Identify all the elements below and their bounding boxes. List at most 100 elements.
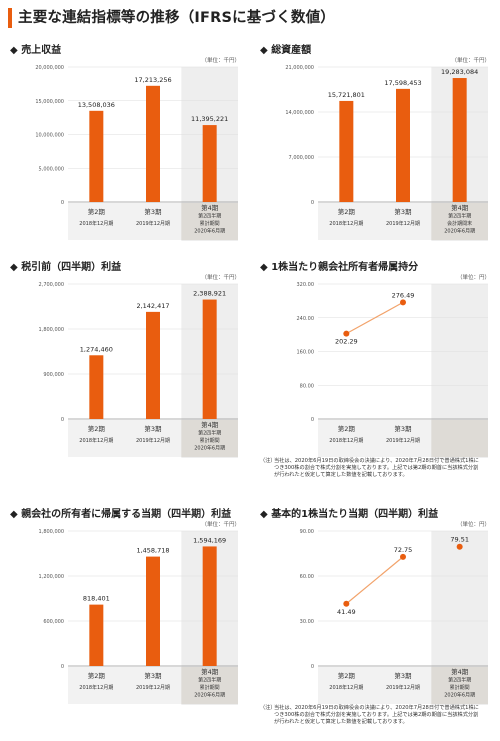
data-label: 17,598,453 (384, 79, 421, 87)
bar (146, 311, 160, 419)
category-band-highlight (181, 203, 238, 240)
eps-panel: ◆ 基本的1株当たり当期（四半期）利益 （単位：円） 0 30.00 60.00 90… (260, 505, 490, 741)
category-label: 第4期 (451, 667, 469, 676)
category-label: 2019年12月期 (136, 220, 170, 227)
y-tick-label: 900,000 (43, 372, 64, 378)
category-label: 第3期 (394, 424, 412, 433)
eps-note: （注） 当社は、2020年6月19日の取締役会の決議により、2020年7月28日… (260, 705, 480, 726)
data-point (343, 330, 350, 337)
title-accent-bar (8, 8, 12, 28)
category-label: 2020年6月期 (194, 228, 225, 235)
bar (396, 88, 410, 202)
y-tick-label: 2,700,000 (39, 282, 64, 288)
category-label: 2019年12月期 (386, 437, 420, 444)
y-tick-label: 160.00 (297, 350, 315, 356)
category-label: 第2期 (338, 424, 356, 433)
y-tick-label: 1,800,000 (39, 529, 64, 535)
data-label: 41.49 (337, 608, 356, 616)
category-label: 第4期 (201, 667, 219, 676)
category-label: 2019年12月期 (386, 220, 420, 227)
net-income-panel: ◆ 親会社の所有者に帰属する当期（四半期）利益 （単位：千円） 0 600,000… (10, 505, 240, 705)
y-tick-label: 20,000,000 (35, 65, 64, 71)
y-tick-label: 0 (311, 664, 314, 670)
category-label: 第3期 (144, 424, 162, 433)
eps-chart: 0 30.00 60.00 90.00 第2期 2018年12月期 第3期 2019年12月期… (300, 529, 488, 705)
bar (202, 546, 217, 666)
bullet-icon: ◆ (260, 509, 268, 520)
category-label: 累計期間 (200, 220, 220, 227)
category-label: 2018年12月期 (329, 684, 363, 691)
category-band-highlight (431, 203, 488, 240)
category-label: 第4期 (201, 420, 219, 429)
pretax-unit: （単位：千円） (201, 275, 240, 281)
category-label: 2018年12月期 (329, 437, 363, 444)
data-point (400, 299, 406, 306)
data-label: 1,458,718 (136, 547, 169, 555)
y-tick-label: 1,800,000 (39, 327, 64, 333)
category-band-highlight (181, 667, 238, 704)
y-tick-label: 90.00 (300, 529, 314, 535)
assets-chart: 0 7,000,000 14,000,000 21,000,000 第2期 2018年12… (285, 65, 488, 241)
data-label: 13,508,036 (78, 101, 115, 109)
category-label: 2019年12月期 (136, 684, 170, 691)
category-label: 2019年12月期 (136, 437, 170, 444)
category-label: 第2期 (88, 207, 106, 216)
category-label: 第2期 (338, 671, 356, 680)
bps-note: （注） 当社は、2020年6月19日の取締役会の決議により、2020年7月28日… (260, 458, 480, 479)
series-line (346, 301, 404, 335)
data-label: 19,283,084 (441, 68, 478, 76)
bullet-icon: ◆ (10, 262, 18, 273)
bullet-icon: ◆ (260, 262, 268, 273)
y-tick-label: 0 (311, 200, 314, 206)
y-tick-label: 1,200,000 (39, 574, 64, 580)
pretax-title-text: 税引前（四半期）利益 (21, 262, 122, 273)
category-label: 累計期間 (200, 684, 220, 691)
category-label: 2018年12月期 (79, 437, 113, 444)
assets-panel: ◆ 総資産額 （単位：千円） 0 7,000,000 14,000,000 21,00… (260, 41, 490, 241)
assets-title: ◆ 総資産額 (260, 41, 311, 56)
bullet-icon: ◆ (260, 45, 268, 56)
net-income-title: ◆ 親会社の所有者に帰属する当期（四半期）利益 (10, 505, 231, 520)
bps-chart: 0 80.00 160.00 240.00 320.00 第2期 2018年12月期 第3期 2… (297, 282, 488, 458)
y-tick-label: 320.00 (297, 282, 315, 288)
note-text: 当社は、2020年6月19日の取締役会の決議により、2020年7月28日付で普通… (274, 458, 479, 478)
category-label: 2020年6月期 (194, 445, 225, 452)
category-label: 第2四半期 (448, 213, 471, 220)
y-tick-label: 0 (61, 417, 64, 423)
y-tick-label: 600,000 (43, 619, 64, 625)
net-income-chart: 0 600,000 1,200,000 1,800,000 第2期 2018年12月期 第3… (39, 529, 238, 705)
y-tick-label: 21,000,000 (285, 65, 314, 71)
note-text: 当社は、2020年6月19日の取締役会の決議により、2020年7月28日付で普通… (274, 705, 479, 725)
y-tick-label: 0 (311, 417, 314, 423)
data-label: 72.75 (394, 546, 413, 554)
category-band-highlight (181, 420, 238, 457)
y-tick-label: 10,000,000 (35, 133, 64, 139)
bar (146, 556, 160, 666)
category-label: 第2四半期 (198, 430, 221, 437)
category-label: 累計期間 (450, 684, 470, 691)
revenue-title-text: 売上収益 (21, 45, 62, 56)
category-label: 2018年12月期 (79, 684, 113, 691)
bps-panel: ◆ 1株当たり親会社所有者帰属持分 （単位：円） 0 80.00 160.00 240… (260, 258, 490, 498)
category-label: 2020年6月期 (194, 692, 225, 699)
y-tick-label: 7,000,000 (289, 155, 314, 161)
y-tick-label: 240.00 (297, 316, 315, 322)
category-label: 2020年6月期 (444, 692, 475, 699)
bps-title-text: 1株当たり親会社所有者帰属持分 (271, 262, 419, 273)
category-label: 第2期 (88, 671, 106, 680)
category-label: 第3期 (394, 207, 412, 216)
data-label: 17,213,256 (134, 76, 171, 84)
data-label: 11,395,221 (191, 115, 228, 123)
note-label: （注） (260, 705, 276, 711)
y-tick-label: 15,000,000 (35, 99, 64, 105)
category-label: 第2期 (88, 424, 106, 433)
bar (202, 125, 217, 202)
pretax-panel: ◆ 税引前（四半期）利益 （単位：千円） 0 900,000 1,800,000 2,… (10, 258, 240, 458)
y-tick-label: 0 (61, 200, 64, 206)
data-label: 1,274,460 (80, 345, 113, 353)
category-label: 2019年12月期 (386, 684, 420, 691)
y-tick-label: 80.00 (300, 383, 314, 389)
pretax-title: ◆ 税引前（四半期）利益 (10, 258, 121, 273)
revenue-title: ◆ 売上収益 (10, 41, 61, 56)
data-label: 2,142,417 (136, 302, 169, 310)
